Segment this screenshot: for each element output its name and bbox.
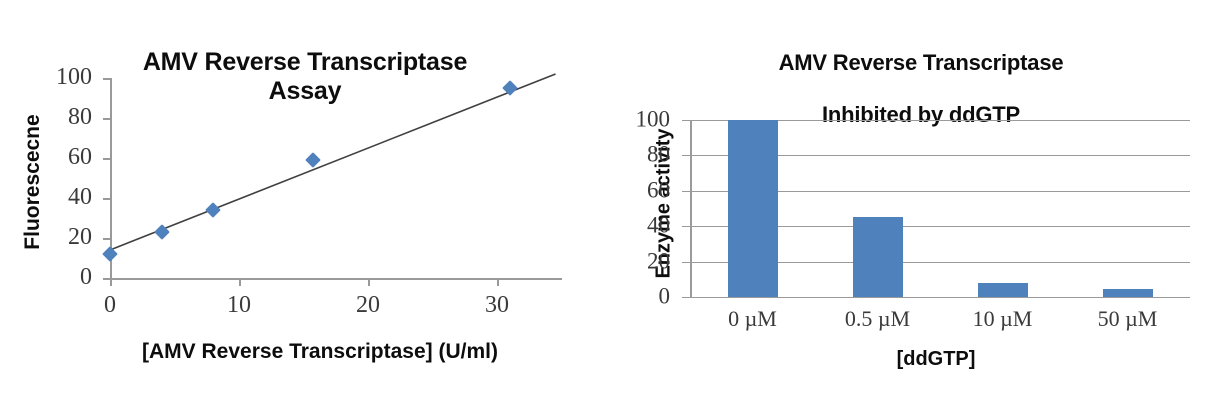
scatter-title-line-1: AMV Reverse Transcriptase Assay — [142, 47, 468, 106]
scatter-y-tick-40: 40 — [68, 184, 111, 210]
scatter-y-tick-label-0: 0 — [80, 263, 92, 290]
scatter-x-tick-label-30: 30 — [485, 292, 509, 318]
scatter-y-tick-0: 0 — [80, 264, 111, 290]
scatter-x-tick-label-0: 0 — [104, 292, 116, 318]
bar-title-line-1: AMV Reverse Transcriptase — [778, 49, 1064, 75]
bar-column[interactable] — [852, 217, 903, 297]
bar-plot-area: 0 20 40 60 80 100 0 µM 0.5 µM — [636, 106, 1190, 331]
bar-gridline-80 — [690, 155, 1190, 157]
scatter-x-tick-10 — [239, 278, 241, 286]
bar-y-tick-label-80: 80 — [647, 141, 670, 167]
scatter-x-tick-0 — [110, 278, 112, 286]
bar-y-tick-40: 40 — [647, 213, 690, 238]
bar-gridline-20 — [690, 261, 1190, 263]
bar-column[interactable] — [977, 282, 1028, 297]
scatter-chart-title: AMV Reverse Transcriptase Assay — [60, 18, 550, 107]
scatter-x-tick-30 — [497, 278, 499, 286]
bar-y-tick-100: 100 — [636, 106, 690, 131]
bar-gridline-100 — [690, 120, 1190, 121]
bar-gridline-40 — [690, 226, 1190, 228]
panel-amv-assay-scatter: AMV Reverse Transcriptase Assay Fluoresce… — [21, 18, 562, 363]
bar-category-label: 0 µM — [728, 306, 777, 331]
scatter-y-tick-60: 60 — [68, 144, 111, 170]
bar-y-tick-label-0: 0 — [658, 283, 671, 309]
scatter-y-axis-label: Fluorescecne — [21, 114, 44, 250]
scatter-y-tick-label-60: 60 — [68, 143, 92, 170]
scatter-y-tick-20: 20 — [68, 224, 111, 250]
bar-y-tick-label-60: 60 — [647, 177, 670, 203]
scatter-y-tick-100: 100 — [56, 64, 111, 90]
bar-category-label: 50 µM — [1097, 306, 1158, 331]
bar-column[interactable] — [1102, 289, 1153, 297]
bar-gridline-0 — [690, 297, 1190, 298]
scatter-x-tick-20 — [368, 278, 370, 286]
bar-y-tick-60: 60 — [647, 177, 690, 202]
scatter-y-tick-label-100: 100 — [56, 63, 92, 90]
bar-y-tick-label-20: 20 — [647, 248, 670, 274]
bar-y-tick-0: 0 — [659, 283, 690, 308]
bar-y-tick-20: 20 — [647, 248, 690, 273]
bar-y-tick-80: 80 — [647, 142, 690, 167]
scatter-trendline — [109, 73, 556, 251]
bar-category-label: 0.5 µM — [844, 306, 911, 331]
scatter-y-tick-label-40: 40 — [68, 183, 92, 210]
scatter-y-axis-line — [110, 78, 112, 278]
scatter-y-tick-label-20: 20 — [68, 223, 92, 250]
bar-y-axis-line — [690, 120, 692, 297]
scatter-x-tick-label-20: 20 — [356, 292, 380, 318]
bar-column[interactable] — [727, 120, 778, 297]
bar-y-tick-label-40: 40 — [647, 212, 670, 238]
scatter-plot-area: 0 20 40 60 80 100 0 10 20 — [56, 64, 562, 318]
scatter-y-tick-label-80: 80 — [68, 103, 92, 130]
scatter-x-axis-label: [AMV Reverse Transcriptase] (U/ml) — [142, 340, 498, 363]
bar-x-axis-label: [ddGTP] — [896, 348, 976, 370]
bar-category-label: 10 µM — [972, 306, 1033, 331]
scatter-x-axis-line — [110, 278, 562, 280]
bar-title-line-2: Inhibited by ddGTP — [821, 101, 1021, 127]
bar-chart-title: AMV Reverse Transcriptase Inhibited by d… — [701, 24, 1141, 128]
scatter-y-tick-80: 80 — [68, 104, 111, 130]
bar-gridline-60 — [690, 190, 1190, 192]
panel-ddgtp-inhibition-bar: AMV Reverse Transcriptase Inhibited by d… — [616, 0, 1232, 405]
scatter-x-tick-label-10: 10 — [227, 292, 251, 318]
bar-y-tick-label-100: 100 — [635, 106, 671, 132]
